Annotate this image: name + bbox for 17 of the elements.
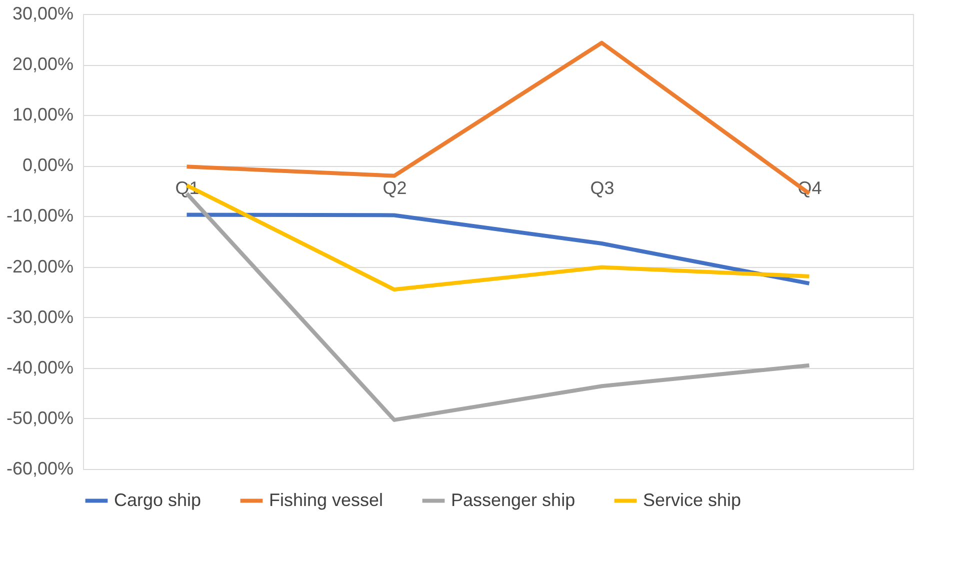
- legend-label: Service ship: [643, 490, 742, 510]
- y-tick-label: -10,00%: [6, 206, 74, 226]
- y-tick-label: -60,00%: [6, 458, 74, 478]
- legend-label: Passenger ship: [451, 490, 576, 510]
- legend-label: Fishing vessel: [269, 490, 384, 510]
- x-tick-label: Q3: [590, 178, 614, 198]
- line-series: [184, 212, 812, 286]
- y-tick-label: -40,00%: [6, 357, 74, 378]
- y-tick-label: -30,00%: [6, 306, 74, 327]
- y-tick-label: 10,00%: [12, 104, 74, 125]
- y-tick-label: 20,00%: [12, 54, 74, 74]
- y-tick-label: -20,00%: [6, 256, 74, 276]
- x-tick-label: Q2: [382, 178, 407, 198]
- y-tick-label: -50,00%: [6, 408, 74, 428]
- legend-label: Cargo ship: [114, 490, 202, 510]
- y-tick-label: 30,00%: [12, 4, 74, 24]
- y-tick-label: 0,00%: [22, 155, 74, 176]
